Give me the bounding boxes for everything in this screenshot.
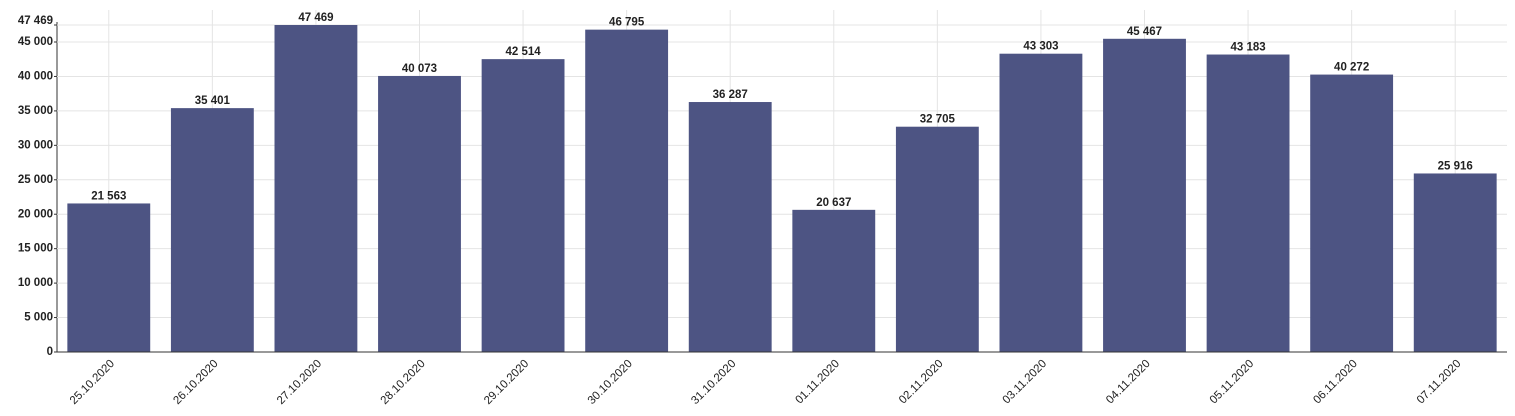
bar (274, 25, 358, 352)
value-label: 32 705 (920, 114, 956, 126)
y-tick-label: 0 (47, 346, 53, 358)
bar (585, 29, 669, 353)
y-tick-label: 40 000 (18, 70, 53, 82)
y-tick-label: 30 000 (18, 139, 53, 151)
bar (1310, 74, 1394, 353)
bar (1103, 38, 1186, 352)
value-label: 43 303 (1023, 41, 1058, 53)
y-tick-label: 25 000 (18, 174, 53, 186)
value-label: 45 467 (1127, 26, 1162, 38)
x-tick-label: 04.11.2020 (1104, 358, 1153, 407)
y-tick-label: 35 000 (18, 105, 53, 117)
value-label: 25 916 (1438, 161, 1473, 173)
bar (688, 102, 772, 352)
value-label: 46 795 (609, 17, 645, 29)
bar (67, 203, 151, 352)
x-tick-label: 29.10.2020 (482, 358, 531, 407)
value-label: 35 401 (195, 95, 231, 107)
bar (999, 53, 1083, 352)
bar (481, 59, 565, 352)
x-tick-label: 03.11.2020 (1001, 358, 1050, 407)
value-label: 40 272 (1334, 62, 1369, 74)
x-tick-label: 27.10.2020 (275, 358, 324, 407)
value-label: 20 637 (816, 197, 851, 209)
bar (170, 108, 254, 352)
y-tick-label: 45 000 (18, 36, 53, 48)
bar (792, 209, 876, 352)
x-tick-label: 02.11.2020 (897, 358, 946, 407)
value-label: 21 563 (91, 190, 126, 202)
value-label: 43 183 (1230, 42, 1265, 54)
value-label: 42 514 (505, 46, 541, 58)
bar (1206, 54, 1290, 352)
y-tick-label: 5 000 (24, 312, 53, 324)
x-tick-label: 07.11.2020 (1415, 358, 1464, 407)
x-tick-label: 01.11.2020 (793, 358, 842, 407)
x-tick-label: 31.10.2020 (689, 358, 738, 407)
bar (378, 75, 461, 352)
y-tick-label: 47 469 (18, 15, 53, 27)
x-tick-label: 25.10.2020 (68, 358, 117, 407)
x-tick-label: 30.10.2020 (586, 358, 635, 407)
y-tick-label: 10 000 (18, 277, 53, 289)
x-tick-label: 26.10.2020 (171, 358, 220, 407)
y-tick-label: 20 000 (18, 208, 53, 220)
x-tick-label: 06.11.2020 (1311, 358, 1360, 407)
bar (1413, 173, 1497, 352)
x-tick-label: 05.11.2020 (1208, 358, 1257, 407)
bar (895, 126, 979, 352)
value-label: 47 469 (298, 12, 333, 24)
value-label: 40 073 (402, 63, 437, 75)
value-label: 36 287 (713, 89, 748, 101)
y-tick-label: 15 000 (18, 243, 53, 255)
x-tick-label: 28.10.2020 (379, 358, 428, 407)
